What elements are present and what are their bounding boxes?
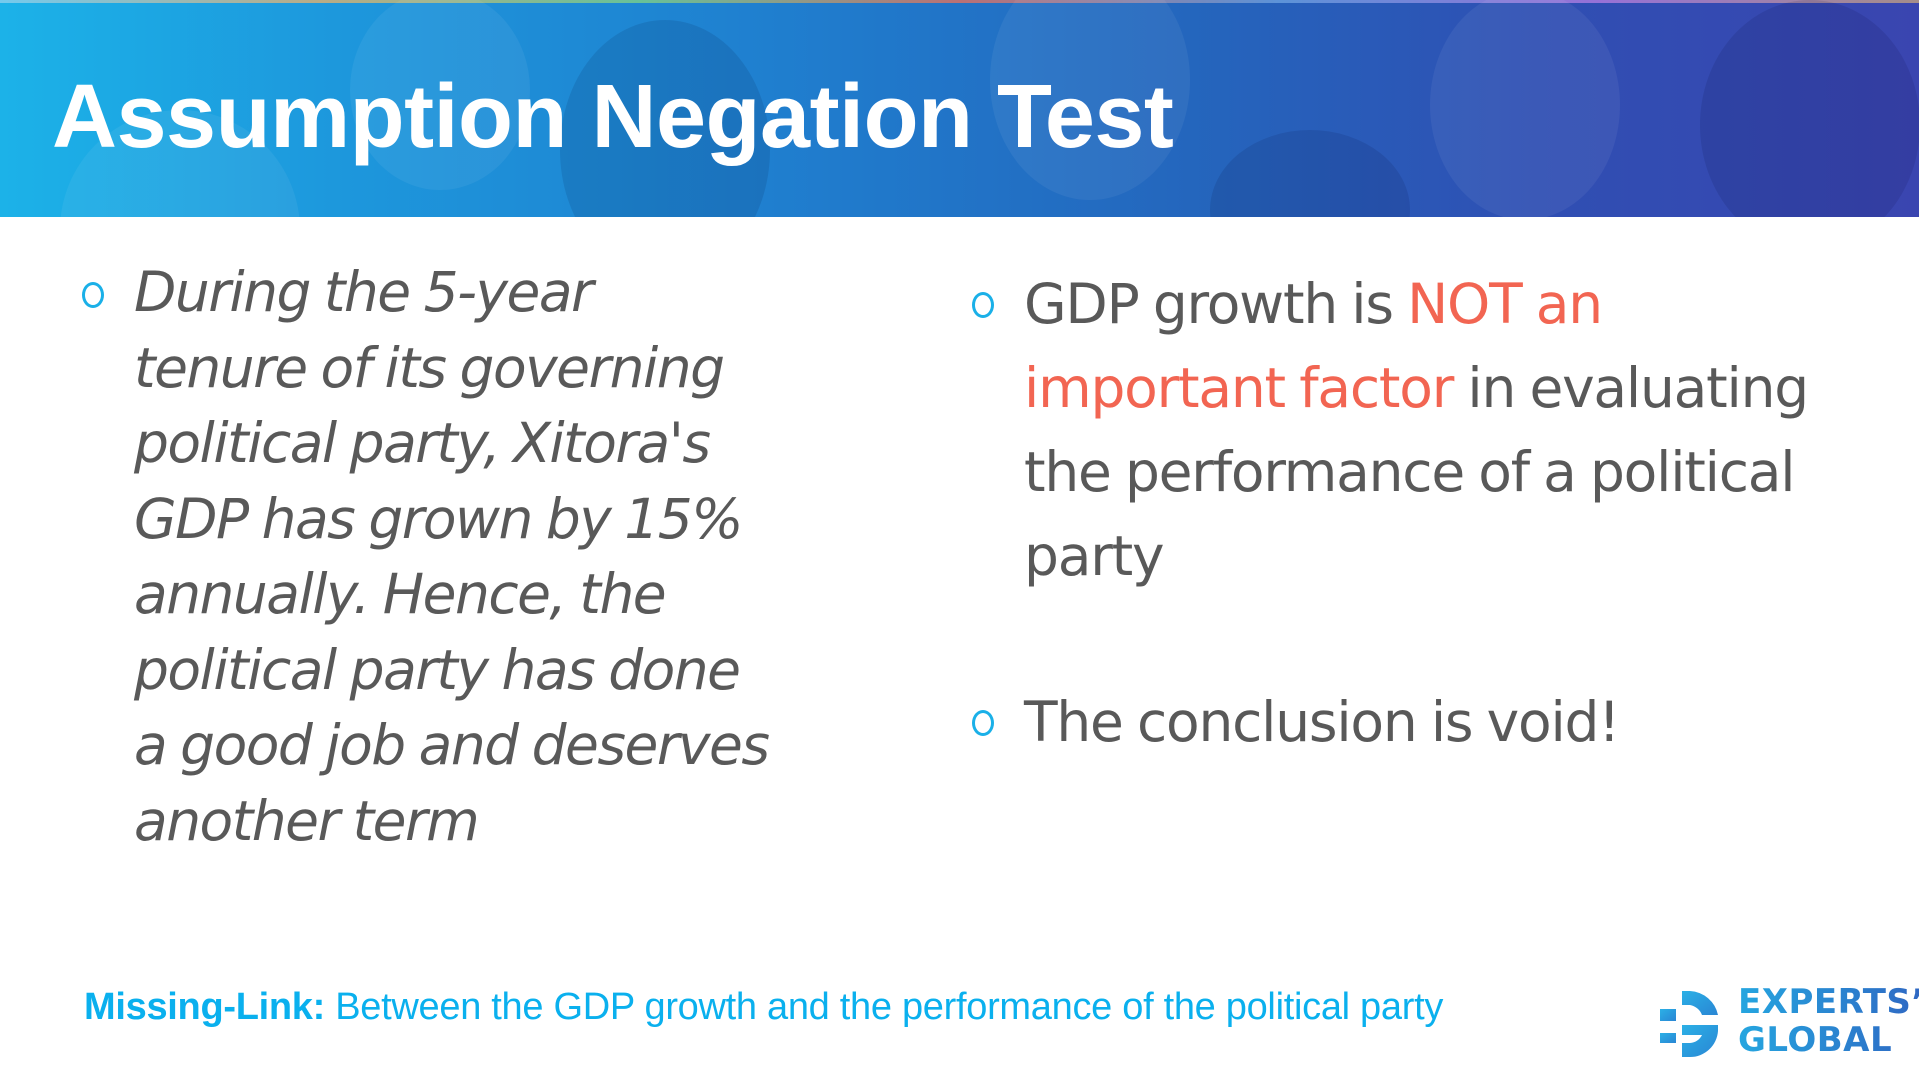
banner-photo-face (560, 20, 770, 217)
conclusion-bullet-item: The conclusion is void! (972, 680, 1872, 764)
premise-text: During the 5-year tenure of its governin… (134, 255, 862, 859)
negated-assumption-text: GDP growth is NOT an important factor in… (1024, 262, 1872, 598)
negation-column: GDP growth is NOT an important factor in… (972, 262, 1872, 764)
premise-line: another term (134, 788, 480, 853)
banner-photo-face (1430, 0, 1620, 217)
logo-wordmark: EXPERTS’ GLOBAL (1738, 983, 1919, 1059)
slide-title: Assumption Negation Test (52, 67, 1174, 167)
negation-bullet-item: GDP growth is NOT an important factor in… (972, 262, 1872, 598)
experts-global-g-mark-icon (1660, 991, 1718, 1058)
banner-photo-face (350, 0, 530, 190)
conclusion-text: The conclusion is void! (1024, 690, 1620, 754)
premise-line: tenure of its governing (134, 335, 725, 400)
missing-link-text: Between the GDP growth and the performan… (325, 986, 1444, 1028)
logo-line-2: GLOBAL (1738, 1020, 1893, 1060)
logo-line-1: EXPERTS’ (1738, 982, 1919, 1022)
banner-photo-face (1210, 130, 1410, 217)
banner-top-strip (0, 0, 1919, 3)
premise-line: GDP has grown by 15% (134, 486, 744, 551)
hollow-circle-bullet-icon (972, 710, 994, 736)
premise-line: During the 5-year (134, 260, 594, 324)
banner-photo-face (990, 0, 1190, 200)
hollow-circle-bullet-icon (972, 292, 994, 318)
premise-line: political party, Xitora's (134, 411, 711, 475)
hollow-circle-bullet-icon (82, 282, 104, 308)
negation-text-post: in evaluating the performance of a polit… (1024, 356, 1809, 588)
experts-global-logo: EXPERTS’ GLOBAL (1658, 983, 1908, 1063)
negation-highlight: NOT an important factor (1024, 272, 1603, 420)
negation-text-pre: GDP growth is (1024, 272, 1408, 336)
missing-link-label: Missing-Link: (84, 986, 325, 1028)
missing-link-footer: Missing-Link: Between the GDP growth and… (84, 982, 1443, 1032)
premise-bullet-item: During the 5-year tenure of its governin… (82, 255, 862, 859)
premise-line: a good job and deserves (134, 713, 770, 777)
header-banner: Assumption Negation Test (0, 0, 1919, 217)
premise-line: political party has done (134, 637, 741, 702)
premise-line: annually. Hence, the (134, 562, 667, 626)
banner-photo-face (1700, 0, 1919, 217)
premise-column: During the 5-year tenure of its governin… (82, 255, 862, 859)
